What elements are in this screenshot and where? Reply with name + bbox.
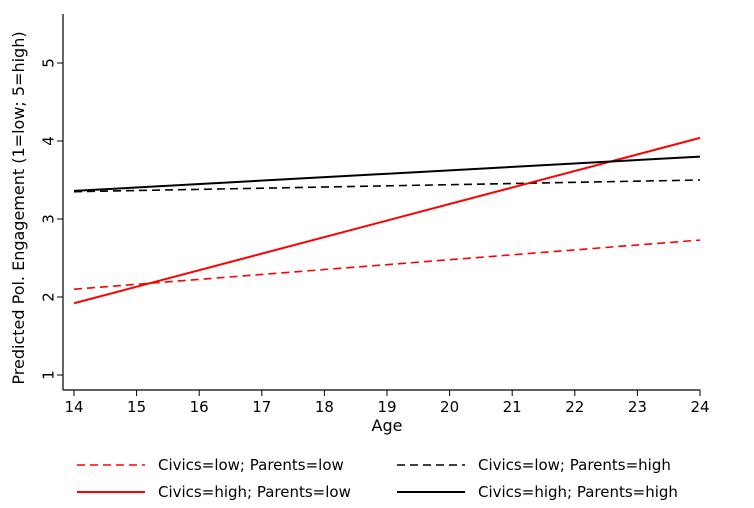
- series-line-3: [73, 136, 701, 305]
- x-tick-label-22: 22: [565, 398, 584, 416]
- y-tick-label-2: 2: [40, 292, 58, 302]
- x-tick-label-16: 16: [190, 398, 209, 416]
- x-axis-title: Age: [372, 416, 403, 435]
- x-tick-label-21: 21: [503, 398, 522, 416]
- series-line-4: [73, 155, 701, 192]
- x-tick-label-17: 17: [252, 398, 271, 416]
- legend-label-1: Civics=low; Parents=low: [158, 456, 344, 474]
- x-tick-label-24: 24: [690, 398, 709, 416]
- legend-label-3: Civics=high; Parents=low: [158, 483, 351, 501]
- legend-label-4: Civics=high; Parents=high: [478, 483, 678, 501]
- y-tick-label-4: 4: [40, 136, 58, 146]
- legend-label-2: Civics=low; Parents=high: [478, 456, 671, 474]
- series-line-1: [73, 239, 701, 290]
- x-tick-label-19: 19: [377, 398, 396, 416]
- x-tick-label-23: 23: [628, 398, 647, 416]
- series-lines: [73, 136, 701, 305]
- y-tick-label-5: 5: [40, 58, 58, 68]
- x-tick-label-14: 14: [64, 398, 83, 416]
- x-tick-label-18: 18: [315, 398, 334, 416]
- x-tick-label-15: 15: [127, 398, 146, 416]
- series-line-2: [73, 179, 701, 193]
- y-axis-title: Predicted Pol. Engagement (1=low; 5=high…: [9, 31, 28, 384]
- legend: Civics=low; Parents=low Civics=low; Paren…: [77, 456, 678, 501]
- y-tick-label-1: 1: [40, 370, 58, 380]
- y-tick-label-3: 3: [40, 214, 58, 224]
- x-tick-label-20: 20: [440, 398, 459, 416]
